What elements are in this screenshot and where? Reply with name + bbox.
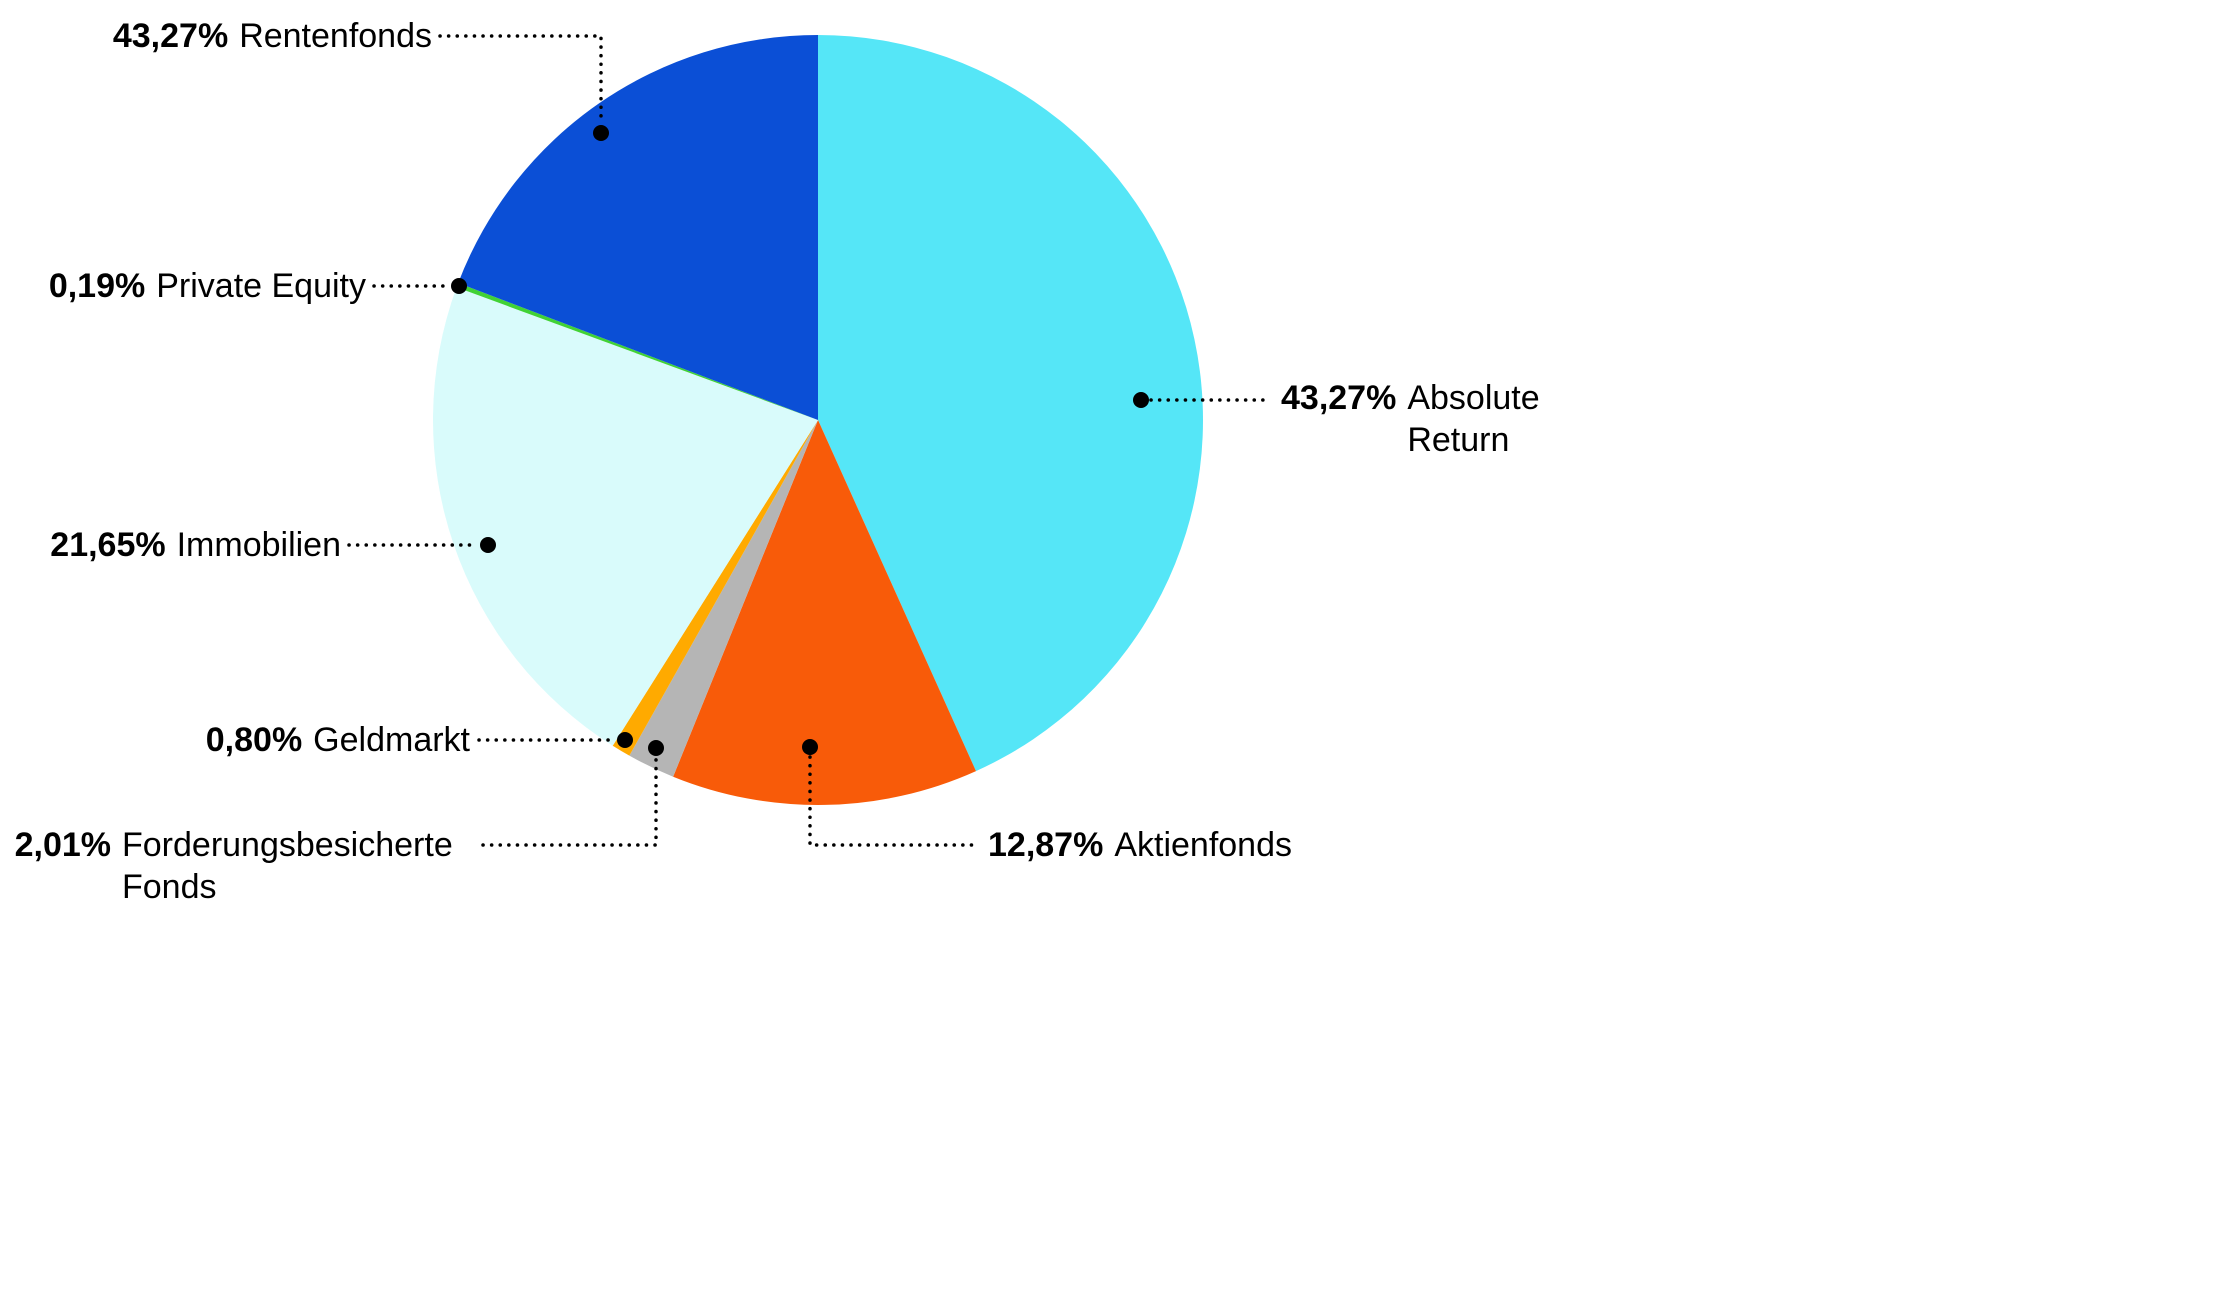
label-immobilien-percent: 21,65% [50, 526, 166, 564]
label-forderungsbesicherte-fonds-name: Forderungsbesicherte Fonds [122, 826, 453, 906]
leader-dot-forderungsbesicherte-fonds [648, 740, 664, 756]
label-immobilien: 21,65% Immobilien [50, 524, 341, 566]
label-immobilien-name: Immobilien [176, 526, 341, 564]
pie-slice-absolute-return [818, 35, 1203, 772]
leader-dot-absolute-return [1133, 392, 1149, 408]
label-private-equity-name: Private Equity [156, 267, 366, 305]
label-absolute-return-percent: 43,27% [1281, 379, 1397, 417]
leader-dot-immobilien [480, 537, 496, 553]
pie-slice-immobilien [432, 287, 818, 746]
pie-slice-aktienfonds [673, 420, 976, 805]
leader-dot-private-equity [451, 278, 467, 294]
label-aktienfonds: 12,87% Aktienfonds [988, 824, 1292, 866]
label-forderungsbesicherte-fonds-percent: 2,01% [14, 826, 111, 864]
label-absolute-return-name: Absolute Return [1407, 379, 1540, 459]
label-aktienfonds-percent: 12,87% [988, 826, 1104, 864]
label-private-equity: 0,19% Private Equity [49, 265, 366, 307]
leader-line-rentenfonds [438, 34, 603, 126]
pie-slice-forderungsbesicherte-fonds [629, 420, 818, 777]
leader-dot-rentenfonds [593, 125, 609, 141]
label-rentenfonds-percent: 43,27% [112, 17, 229, 55]
label-rentenfonds-name: Rentenfonds [239, 17, 432, 55]
label-aktienfonds-name: Aktienfonds [1114, 826, 1292, 864]
leader-line-forderungsbesicherte-fonds [481, 755, 658, 847]
label-geldmarkt-name: Geldmarkt [313, 721, 470, 759]
label-forderungsbesicherte-fonds: 2,01% Forderungsbesicherte Fonds [15, 824, 470, 908]
pie-slice-rentenfonds [458, 34, 818, 420]
leader-dot-aktienfonds [802, 739, 818, 755]
label-geldmarkt: 0,80% Geldmarkt [206, 719, 470, 761]
label-geldmarkt-percent: 0,80% [205, 721, 303, 759]
label-absolute-return: 43,27% Absolute Return [1281, 377, 1572, 461]
pie-slice-private-equity [456, 283, 818, 420]
leader-dot-geldmarkt [617, 732, 633, 748]
label-private-equity-percent: 0,19% [48, 267, 146, 305]
pie-slice-geldmarkt [612, 420, 818, 756]
label-rentenfonds: 43,27% Rentenfonds [113, 15, 432, 57]
